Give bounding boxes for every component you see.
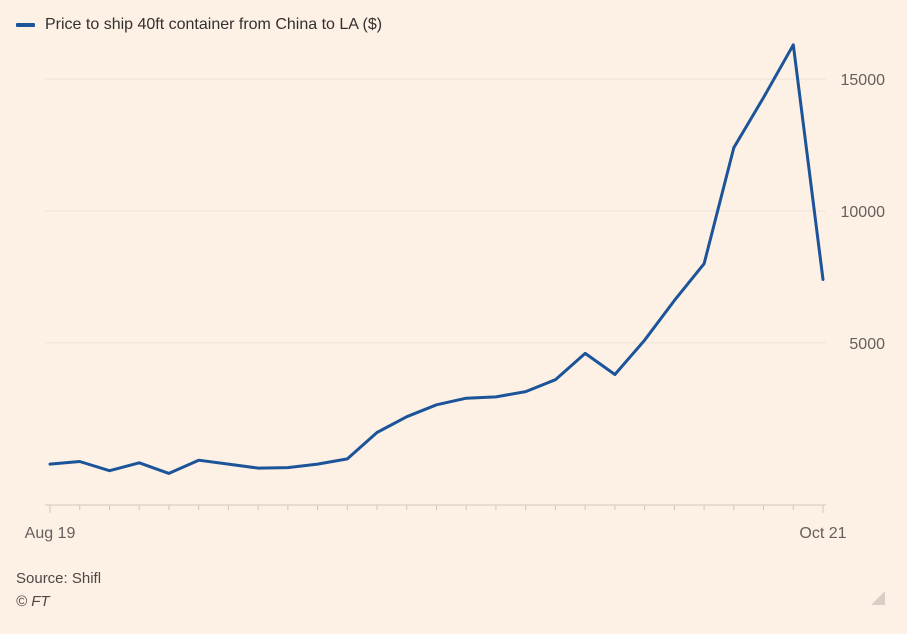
y-tick-label: 10000 <box>841 204 886 221</box>
legend: Price to ship 40ft container from China … <box>16 16 382 34</box>
series-line <box>48 43 825 475</box>
x-tick-label: Aug 19 <box>25 525 76 542</box>
x-tick-label: Oct 21 <box>799 525 846 542</box>
legend-label: Price to ship 40ft container from China … <box>45 16 383 33</box>
resize-handle-icon <box>871 591 885 605</box>
line-chart: 5000 10000 15000 Aug 19 Oct 21 <box>25 43 886 542</box>
source-note: Source: Shifl <box>16 570 102 587</box>
legend-swatch <box>16 23 35 27</box>
y-tick-label: 5000 <box>849 336 885 353</box>
y-tick-label: 15000 <box>841 72 886 89</box>
copyright-note: © FT <box>16 593 50 610</box>
